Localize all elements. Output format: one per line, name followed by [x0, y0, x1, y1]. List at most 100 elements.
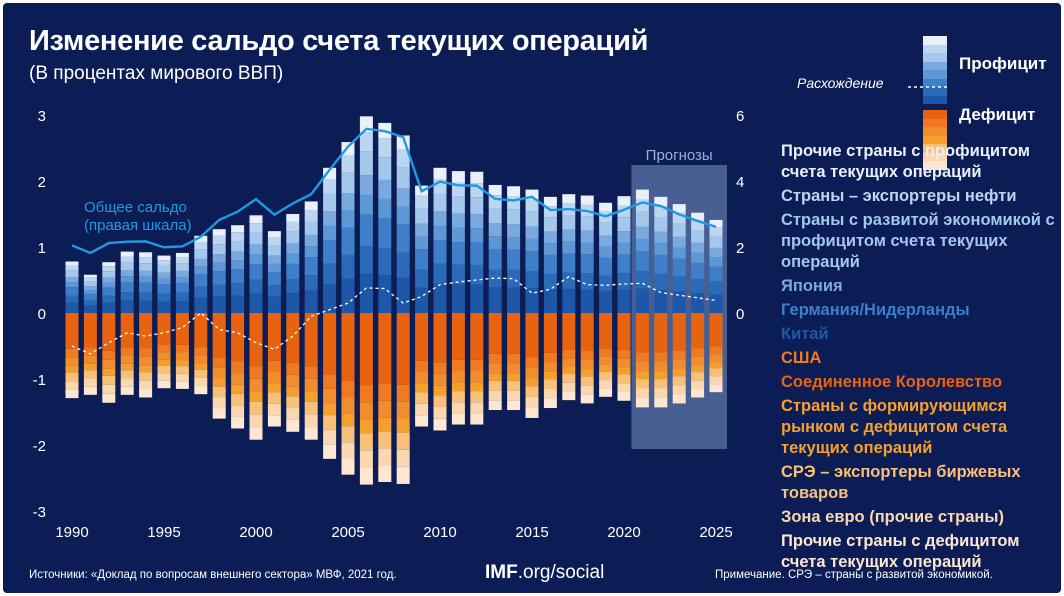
surplus-segment — [543, 254, 557, 274]
surplus-segment — [672, 291, 686, 313]
surplus-segment — [507, 224, 521, 237]
deficit-segment — [617, 374, 631, 384]
deficit-segment — [415, 403, 429, 416]
surplus-segment — [617, 254, 631, 274]
surplus-segment — [157, 301, 171, 313]
total-balance-annotation-line2: (правая шкала) — [84, 217, 192, 234]
surplus-segment — [267, 231, 281, 238]
surplus-segment — [249, 232, 263, 245]
surplus-segment — [249, 215, 263, 224]
surplus-segment — [672, 275, 686, 292]
surplus-segment — [267, 237, 281, 246]
surplus-segment — [415, 236, 429, 250]
left-axis-tick: -1 — [33, 372, 46, 389]
deficit-segment — [617, 313, 631, 350]
surplus-segment — [157, 265, 171, 273]
deficit-segment — [635, 352, 649, 363]
deficit-segment — [83, 370, 97, 379]
surplus-segment — [562, 215, 576, 230]
deficit-segment — [231, 405, 245, 417]
surplus-segment — [562, 289, 576, 313]
surplus-segment — [396, 252, 410, 278]
surplus-segment — [120, 270, 134, 277]
surplus-segment — [341, 172, 355, 194]
deficit-segment — [396, 449, 410, 467]
brand-rest: .org/social — [517, 562, 605, 583]
deficit-segment — [359, 402, 373, 420]
deficit-segment — [378, 313, 392, 384]
deficit-segment — [249, 313, 263, 367]
surplus-segment — [323, 263, 337, 284]
bar-year-1999 — [231, 225, 245, 429]
surplus-segment — [83, 293, 97, 300]
surplus-segment — [194, 241, 208, 250]
deficit-segment — [323, 388, 337, 404]
deficit-segment — [691, 380, 705, 390]
deficit-segment — [635, 379, 649, 389]
surplus-segment — [359, 132, 373, 152]
deficit-segment — [139, 313, 153, 349]
deficit-segment — [231, 416, 245, 429]
surplus-segment — [488, 248, 502, 270]
surplus-segment — [415, 208, 429, 224]
deficit-segment — [249, 401, 263, 415]
surplus-segment — [231, 225, 245, 233]
deficit-segment — [304, 366, 318, 379]
surplus-segment — [470, 284, 484, 313]
surplus-segment — [635, 211, 649, 227]
deficit-segment — [267, 383, 281, 393]
deficit-segment — [83, 313, 97, 348]
deficit-segment — [359, 433, 373, 451]
left-axis-tick: 1 — [38, 240, 46, 257]
deficit-segment — [599, 380, 613, 389]
deficit-segment — [396, 418, 410, 433]
surplus-segment — [231, 295, 245, 313]
surplus-segment — [194, 286, 208, 298]
surplus-segment — [543, 206, 557, 218]
surplus-segment — [654, 273, 668, 290]
surplus-segment — [543, 243, 557, 255]
deficit-segment — [525, 357, 539, 368]
deficit-segment — [323, 403, 337, 416]
surplus-segment — [617, 217, 631, 232]
deficit-segment — [323, 415, 337, 430]
surplus-segment — [488, 287, 502, 313]
surplus-segment — [231, 269, 245, 284]
surplus-segment — [654, 243, 668, 255]
surplus-segment — [249, 293, 263, 313]
legend-key-swatch — [923, 110, 947, 119]
deficit-segment — [562, 367, 576, 374]
brand-link[interactable]: IMF.org/social — [485, 562, 604, 584]
bar-year-2004 — [323, 167, 337, 459]
deficit-segment — [304, 427, 318, 440]
deficit-segment — [580, 360, 594, 370]
deficit-segment — [691, 313, 705, 349]
surplus-segment — [231, 232, 245, 242]
bar-year-2021 — [635, 189, 649, 408]
deficit-segment — [635, 397, 649, 408]
deficit-segment — [157, 313, 171, 345]
surplus-segment — [507, 269, 521, 288]
surplus-segment — [120, 276, 134, 283]
surplus-segment — [396, 149, 410, 168]
deficit-segment — [341, 413, 355, 427]
bar-year-2016 — [543, 196, 557, 409]
deficit-segment — [175, 352, 189, 361]
surplus-segment — [83, 299, 97, 306]
surplus-segment — [562, 241, 576, 254]
surplus-segment — [488, 269, 502, 288]
deficit-segment — [543, 389, 557, 399]
legend-discrepancy-label: Расхождение — [797, 75, 884, 91]
deficit-segment — [580, 376, 594, 386]
surplus-segment — [102, 295, 116, 303]
deficit-segment — [654, 352, 668, 363]
deficit-segment — [267, 415, 281, 427]
deficit-segment — [672, 376, 686, 386]
surplus-segment — [359, 194, 373, 215]
deficit-segment — [378, 417, 392, 432]
deficit-segment — [157, 352, 171, 360]
legend-key-swatch — [923, 135, 947, 144]
bar-year-1997 — [194, 235, 208, 395]
surplus-segment — [635, 226, 649, 239]
surplus-segment — [507, 236, 521, 250]
